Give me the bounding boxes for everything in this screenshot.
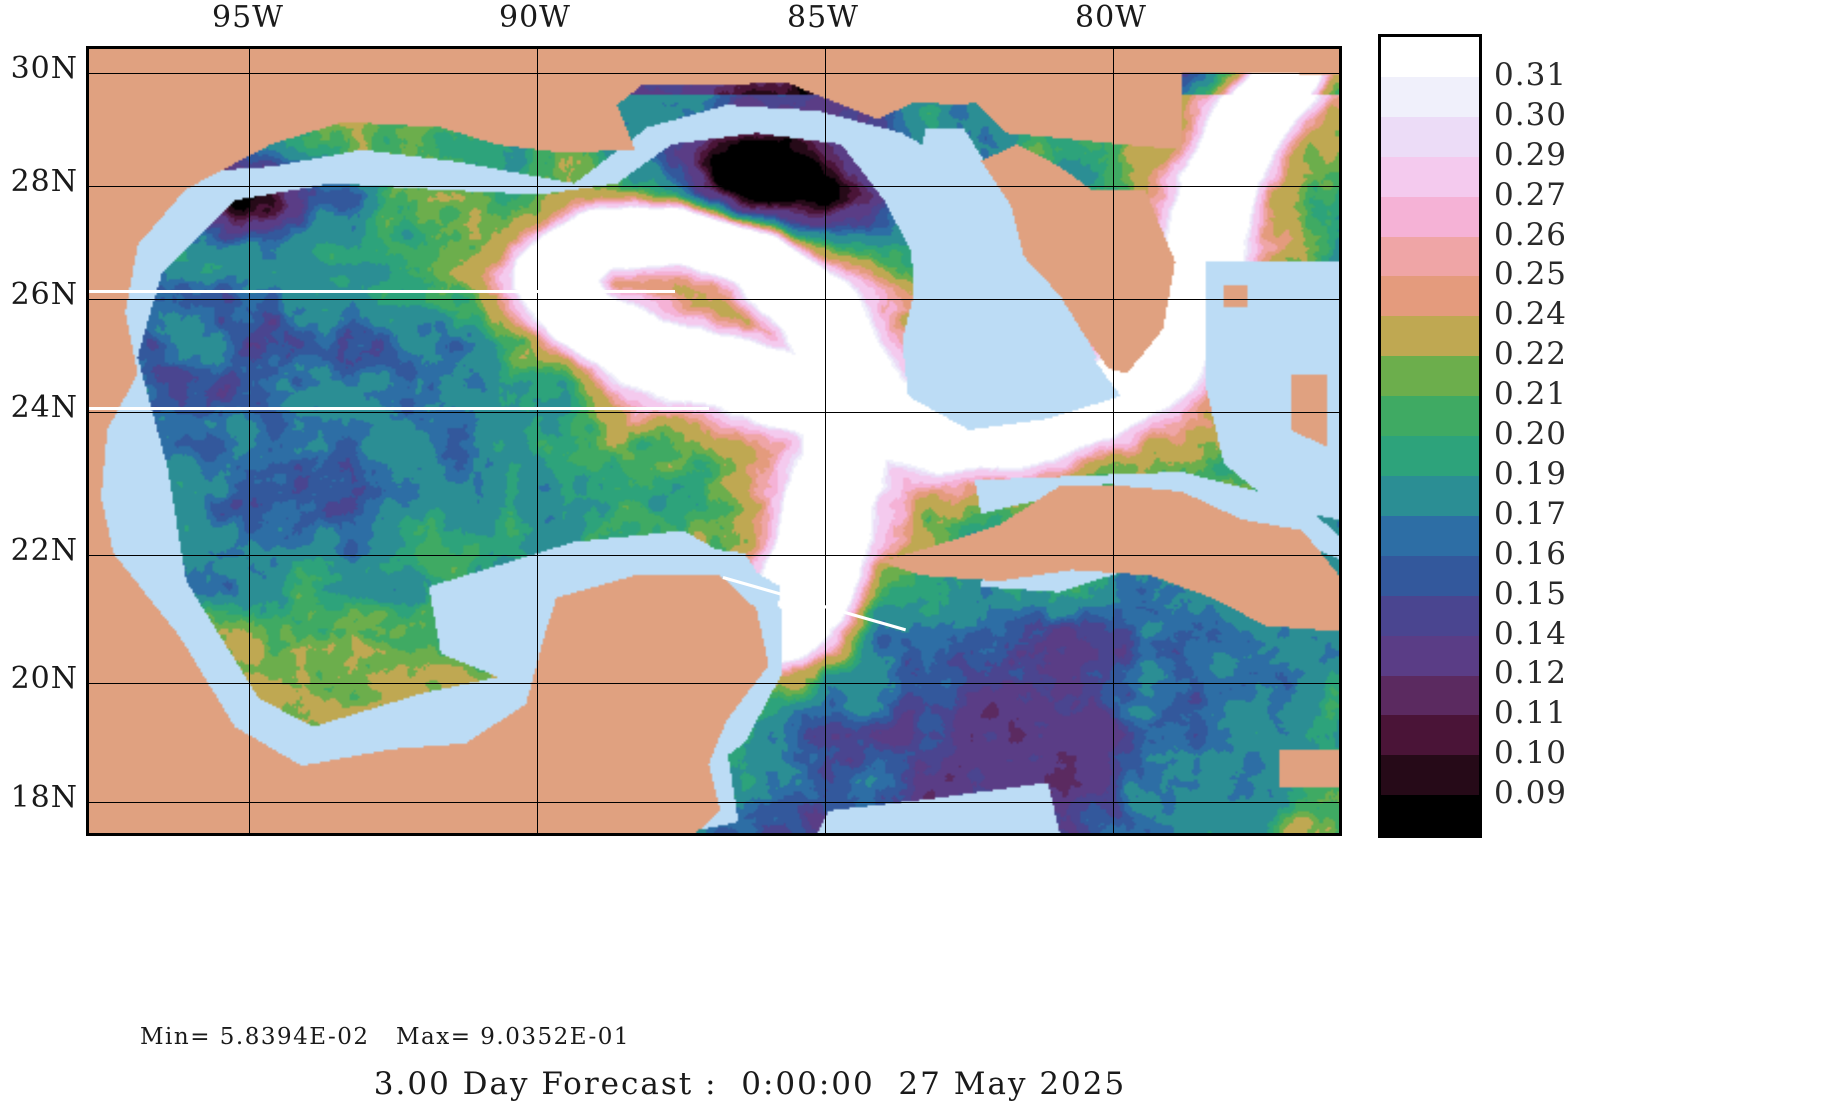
colorbar-swatch-4 (1381, 196, 1479, 237)
colorbar-label-0-24: 0.24 (1494, 296, 1568, 333)
lon-tick-80w: 80W (1075, 0, 1148, 35)
colorbar-swatch-19 (1381, 795, 1479, 836)
colorbar-label-0-21: 0.21 (1494, 376, 1568, 413)
lon-tick-90w: 90W (499, 0, 572, 35)
colorbar-label-0-25: 0.25 (1494, 256, 1568, 293)
colorbar-label-0-12: 0.12 (1494, 655, 1568, 692)
lat-tick-22n: 22N (10, 533, 78, 568)
contour-field-canvas (89, 49, 1339, 833)
colorbar-swatch-17 (1381, 715, 1479, 756)
colorbar-label-0-09: 0.09 (1494, 775, 1568, 812)
colorbar-label-0-14: 0.14 (1494, 615, 1568, 652)
colorbar-label-0-15: 0.15 (1494, 575, 1568, 612)
lat-tick-28n: 28N (10, 164, 78, 199)
map-plot-area[interactable] (86, 46, 1342, 836)
colorbar-swatch-10 (1381, 436, 1479, 476)
colorbar-swatch-11 (1381, 475, 1479, 516)
colorbar-swatch-5 (1381, 236, 1479, 277)
colorbar-label-0-31: 0.31 (1494, 56, 1568, 93)
lat-tick-26n: 26N (10, 277, 78, 312)
colorbar-label-0-29: 0.29 (1494, 136, 1568, 173)
colorbar-label-0-17: 0.17 (1494, 495, 1568, 532)
lon-tick-95w: 95W (212, 0, 285, 35)
colorbar-swatch-15 (1381, 635, 1479, 676)
colorbar-swatch-9 (1381, 396, 1479, 437)
min-max-readout: Min= 5.8394E-02 Max= 9.0352E-01 (140, 1024, 631, 1050)
lon-tick-85w: 85W (787, 0, 860, 35)
colorbar-swatch-0 (1381, 37, 1479, 77)
colorbar-swatch-1 (1381, 76, 1479, 117)
colorbar-swatch-12 (1381, 515, 1479, 556)
colorbar-label-0-10: 0.10 (1494, 735, 1568, 772)
colorbar-label-0-11: 0.11 (1494, 695, 1568, 732)
colorbar-label-0-22: 0.22 (1494, 336, 1568, 373)
colorbar (1378, 34, 1482, 838)
lat-tick-24n: 24N (10, 390, 78, 425)
colorbar-swatch-7 (1381, 316, 1479, 357)
colorbar-swatch-2 (1381, 116, 1479, 157)
colorbar-swatch-6 (1381, 276, 1479, 317)
colorbar-label-0-27: 0.27 (1494, 176, 1568, 213)
colorbar-swatch-3 (1381, 156, 1479, 197)
lat-tick-20n: 20N (10, 661, 78, 696)
forecast-title: 3.00 Day Forecast : 0:00:00 27 May 2025 (373, 1066, 1127, 1102)
colorbar-label-0-16: 0.16 (1494, 535, 1568, 572)
colorbar-swatch-14 (1381, 595, 1479, 636)
colorbar-swatch-13 (1381, 555, 1479, 596)
lat-tick-18n: 18N (10, 780, 78, 815)
colorbar-tick-labels: 0.31 0.30 0.29 0.27 0.26 0.25 0.24 0.22 0.21 0.20… (1494, 34, 1674, 838)
colorbar-swatch-18 (1381, 755, 1479, 796)
colorbar-swatch-8 (1381, 356, 1479, 397)
colorbar-label-0-19: 0.19 (1494, 455, 1568, 492)
colorbar-label-0-26: 0.26 (1494, 216, 1568, 253)
colorbar-label-0-20: 0.20 (1494, 416, 1568, 452)
lat-tick-30n: 30N (10, 51, 78, 86)
colorbar-label-0-30: 0.30 (1494, 96, 1568, 133)
colorbar-swatch-16 (1381, 675, 1479, 716)
